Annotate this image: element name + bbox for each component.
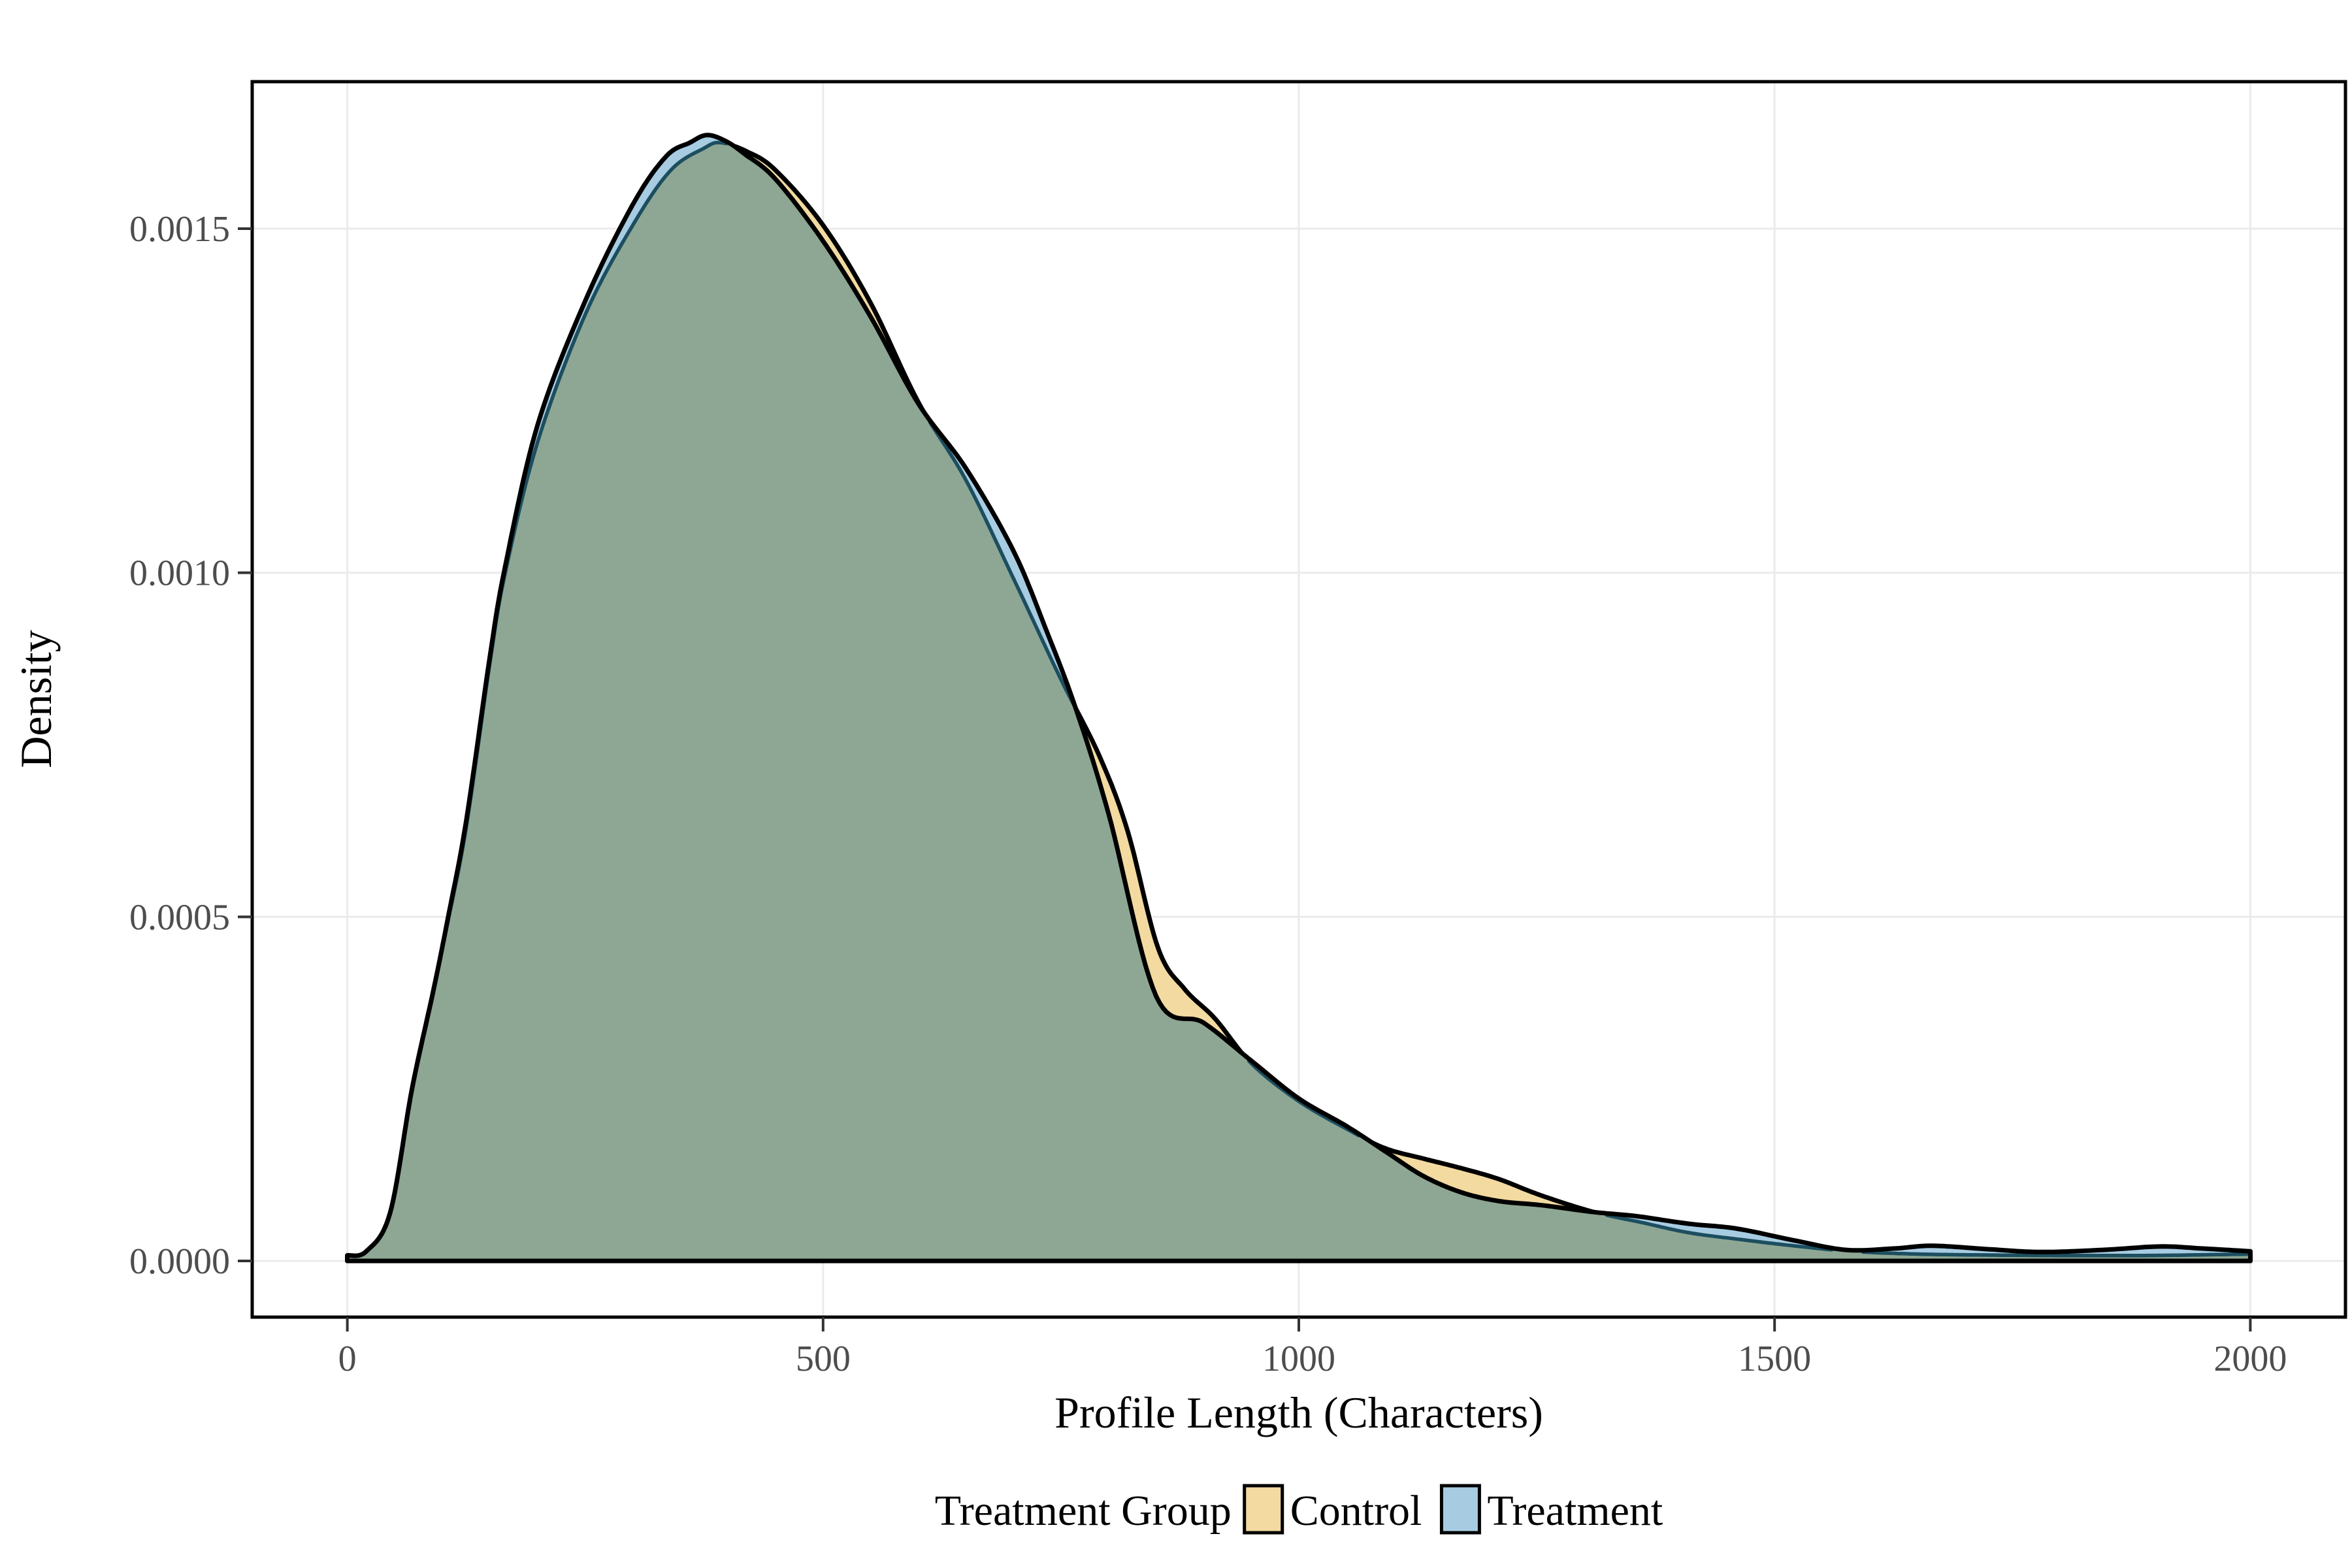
y-axis-tick-label: 0.0010 bbox=[129, 553, 230, 594]
legend-label-control: Control bbox=[1290, 1487, 1422, 1535]
x-axis-tick-label: 2000 bbox=[2213, 1339, 2287, 1379]
legend-key-control-swatch bbox=[1243, 1484, 1284, 1535]
y-axis-tick-label: 0.0005 bbox=[129, 897, 230, 938]
control-outline-under-treatment bbox=[1861, 1250, 2253, 1258]
x-axis-title: Profile Length (Characters) bbox=[1054, 1388, 1543, 1437]
x-axis-tick-label: 0 bbox=[338, 1339, 357, 1379]
overlap-region-fill bbox=[347, 142, 2251, 1262]
control-outline-under-treatment bbox=[928, 420, 1076, 707]
treatment-density-outline bbox=[345, 133, 2253, 1264]
x-axis-tick-label: 1500 bbox=[1738, 1339, 1811, 1379]
legend: Treatment Group Control Treatment bbox=[935, 1484, 1663, 1535]
x-axis-tick-label: 1000 bbox=[1262, 1339, 1335, 1379]
axis-tick-labels: 0 500 1000 1500 2000 0.0000 0.0005 0.0010 0.0015 bbox=[129, 209, 2287, 1379]
legend-title: Treatment Group bbox=[935, 1487, 1232, 1535]
y-axis-title: Density bbox=[11, 630, 61, 768]
axis-ticks bbox=[238, 227, 2252, 1331]
density-curves bbox=[345, 133, 2253, 1264]
y-axis-tick-label: 0.0000 bbox=[129, 1241, 230, 1282]
x-axis-tick-label: 500 bbox=[796, 1339, 851, 1379]
y-axis-tick-label: 0.0015 bbox=[129, 209, 230, 250]
control-outline-under-treatment bbox=[1605, 1213, 1834, 1252]
control-outline-under-treatment bbox=[1247, 1059, 1361, 1137]
legend-key-treatment-swatch bbox=[1439, 1484, 1481, 1535]
legend-label-treatment: Treatment bbox=[1487, 1487, 1663, 1535]
